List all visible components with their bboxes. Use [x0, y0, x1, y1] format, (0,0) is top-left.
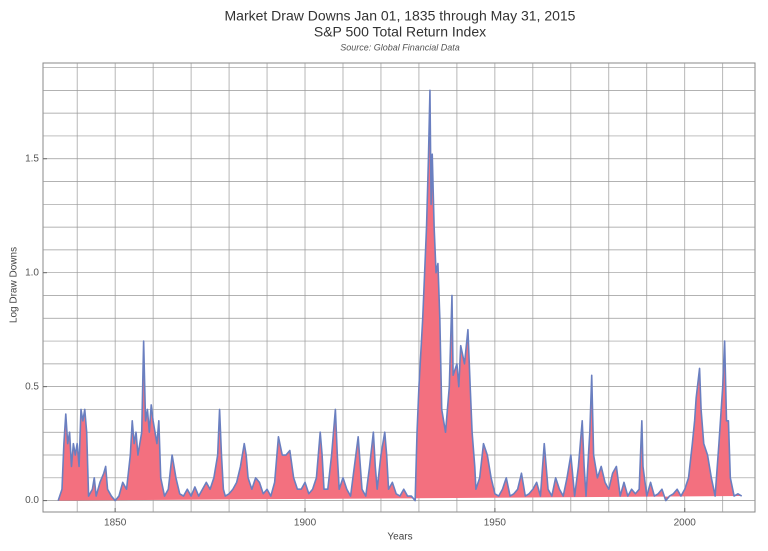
- chart-subtitle: S&P 500 Total Return Index: [314, 24, 486, 40]
- y-tick-label: 1.5: [25, 153, 39, 164]
- x-tick-label: 1850: [104, 518, 127, 529]
- chart-title: Market Draw Downs Jan 01, 1835 through M…: [225, 8, 576, 24]
- y-tick-label: 0.5: [25, 381, 39, 392]
- y-tick-label: 1.0: [25, 267, 39, 278]
- chart-source: Source: Global Financial Data: [340, 42, 460, 52]
- y-axis-label: Log Draw Downs: [9, 247, 20, 323]
- x-tick-label: 1900: [294, 518, 317, 529]
- x-axis-label: Years: [387, 532, 412, 543]
- x-tick-label: 1950: [484, 518, 507, 529]
- drawdown-area: [57, 89, 743, 502]
- x-tick-label: 2000: [674, 518, 697, 529]
- plot-frame: [42, 62, 756, 513]
- y-tick-label: 0.0: [25, 495, 39, 506]
